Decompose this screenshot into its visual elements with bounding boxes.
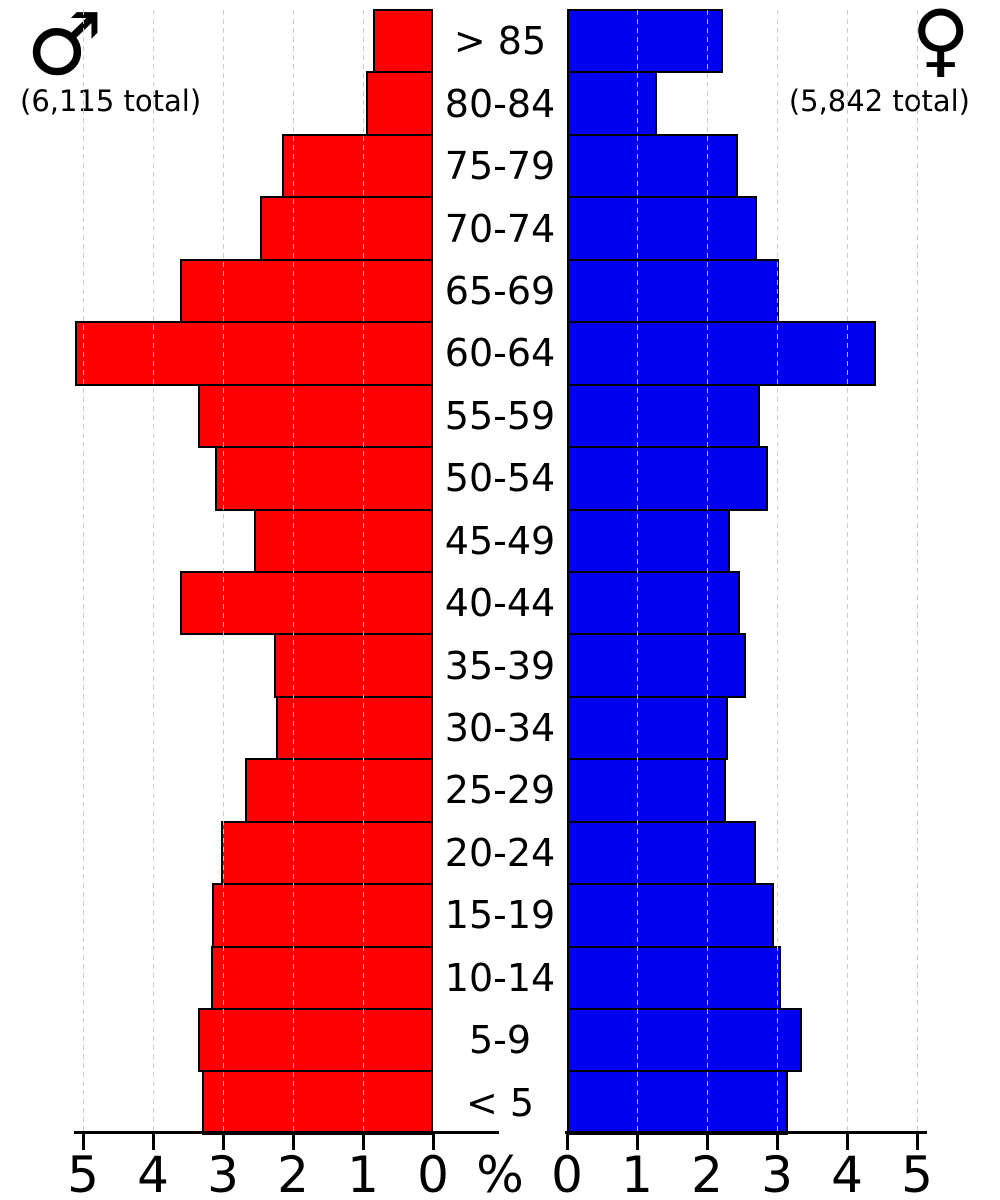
percent-axis-label: % [476,1146,524,1200]
female-bar [567,258,780,324]
male-bar [215,446,433,511]
tick-mark [706,1134,709,1150]
tick-label: 3 [207,1146,239,1200]
male-bar [197,1008,433,1073]
female-bar [567,133,738,199]
male-bar [244,758,433,823]
tick-mark [776,1134,779,1150]
male-total-label: (6,115 total) [20,84,202,118]
age-group-label: 75-79 [444,144,556,189]
female-total-label: (5,842 total) [788,84,970,118]
age-group-label: 70-74 [444,206,556,251]
female-bar [567,383,760,449]
age-group-label: < 5 [465,1080,535,1125]
age-group-label: 40-44 [444,581,556,626]
female-symbol-icon: ♀ [911,0,970,86]
female-bar [567,695,728,761]
female-bar [567,570,740,636]
tick-label: 3 [761,1146,793,1200]
male-bar [281,133,433,199]
male-bar [372,9,433,74]
female-bar [567,945,782,1011]
gridline [153,10,154,1131]
tick-mark [82,1134,85,1150]
tick-label: 5 [901,1146,933,1200]
gridline [917,10,918,1131]
female-bar [567,1008,803,1073]
female-bar [567,633,747,698]
age-group-label: 45-49 [444,518,556,563]
tick-label: 0 [551,1146,583,1200]
tick-mark [432,1134,435,1150]
male-bar [253,508,433,573]
gridline [83,10,84,1131]
tick-mark [222,1134,225,1150]
female-bar [567,883,775,948]
tick-label: 0 [417,1146,449,1200]
age-group-label: 15-19 [444,893,556,938]
age-group-label: 35-39 [444,643,556,688]
tick-mark [916,1134,919,1150]
male-symbol-icon: ♂ [26,0,104,95]
tick-label: 4 [137,1146,169,1200]
age-group-label: 65-69 [444,268,556,313]
gridline [707,10,708,1131]
tick-label: 4 [831,1146,863,1200]
male-bar [274,633,433,698]
tick-mark [152,1134,155,1150]
female-bar [567,446,768,511]
tick-label: 5 [67,1146,99,1200]
female-bar [567,9,724,74]
tick-mark [846,1134,849,1150]
gridline [637,10,638,1131]
male-bar [75,321,433,386]
male-bar [365,71,433,136]
age-group-label: 50-54 [444,456,556,501]
female-bar [567,508,731,573]
age-group-label: 10-14 [444,955,556,1000]
male-bar [211,883,433,948]
tick-label: 1 [347,1146,379,1200]
male-bar [197,383,433,449]
gridline [847,10,848,1131]
male-bar [220,820,433,886]
x-axis-line-left [74,1131,499,1134]
gridline [223,10,224,1131]
male-bar [260,196,433,261]
age-group-label: 30-34 [444,706,556,751]
tick-mark [636,1134,639,1150]
tick-label: 2 [691,1146,723,1200]
tick-mark [292,1134,295,1150]
tick-mark [362,1134,365,1150]
female-bar [567,321,876,386]
age-group-label: 80-84 [444,81,556,126]
age-group-label: > 85 [453,19,547,64]
male-bar [180,570,433,636]
gridline [293,10,294,1131]
age-group-label: 60-64 [444,331,556,376]
female-bar [567,820,756,886]
gridline [777,10,778,1131]
male-bar [211,945,433,1011]
male-bar [202,1070,433,1135]
tick-label: 2 [277,1146,309,1200]
male-bar [180,258,433,324]
female-bar [567,196,757,261]
x-axis-line-right [565,1131,927,1134]
female-bar [567,1070,789,1135]
tick-mark [566,1134,569,1150]
gridline [363,10,364,1131]
female-bar [567,758,726,823]
tick-label: 1 [621,1146,653,1200]
age-group-label: 25-29 [444,768,556,813]
age-group-label: 5-9 [468,1018,532,1063]
female-bar [567,71,658,136]
age-group-label: 20-24 [444,830,556,875]
age-group-label: 55-59 [444,393,556,438]
male-bar [275,695,433,761]
